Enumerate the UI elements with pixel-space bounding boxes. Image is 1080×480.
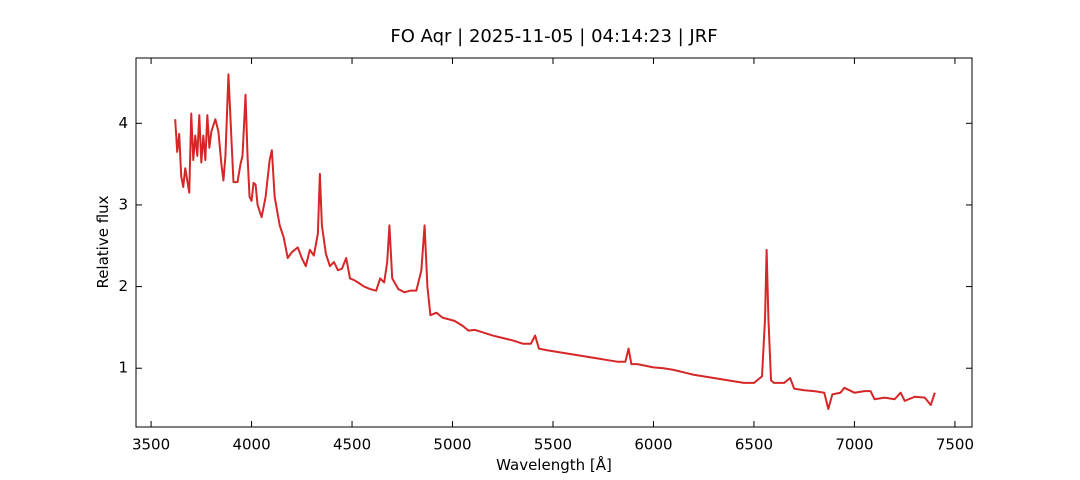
x-tick-label: 5500: [534, 436, 572, 454]
y-tick-label: 2: [118, 277, 128, 295]
x-tick-label: 6000: [634, 436, 672, 454]
x-tick-label: 7500: [936, 436, 974, 454]
y-tick-label: 4: [118, 114, 128, 132]
x-axis-label: Wavelength [Å]: [496, 455, 612, 474]
plot-frame: [135, 57, 973, 428]
x-tick-label: 4500: [333, 436, 371, 454]
x-tick-label: 6500: [735, 436, 773, 454]
x-tick-label: 5000: [433, 436, 471, 454]
y-tick-label: 1: [118, 359, 128, 377]
x-tick-label: 3500: [132, 436, 170, 454]
y-axis-label: Relative flux: [94, 195, 112, 288]
spectrum-line: [174, 73, 936, 411]
y-tick-label: 3: [118, 195, 128, 213]
chart-title: FO Aqr | 2025-11-05 | 04:14:23 | JRF: [390, 26, 717, 47]
x-tick-label: 4000: [232, 436, 270, 454]
x-tick-label: 7000: [835, 436, 873, 454]
